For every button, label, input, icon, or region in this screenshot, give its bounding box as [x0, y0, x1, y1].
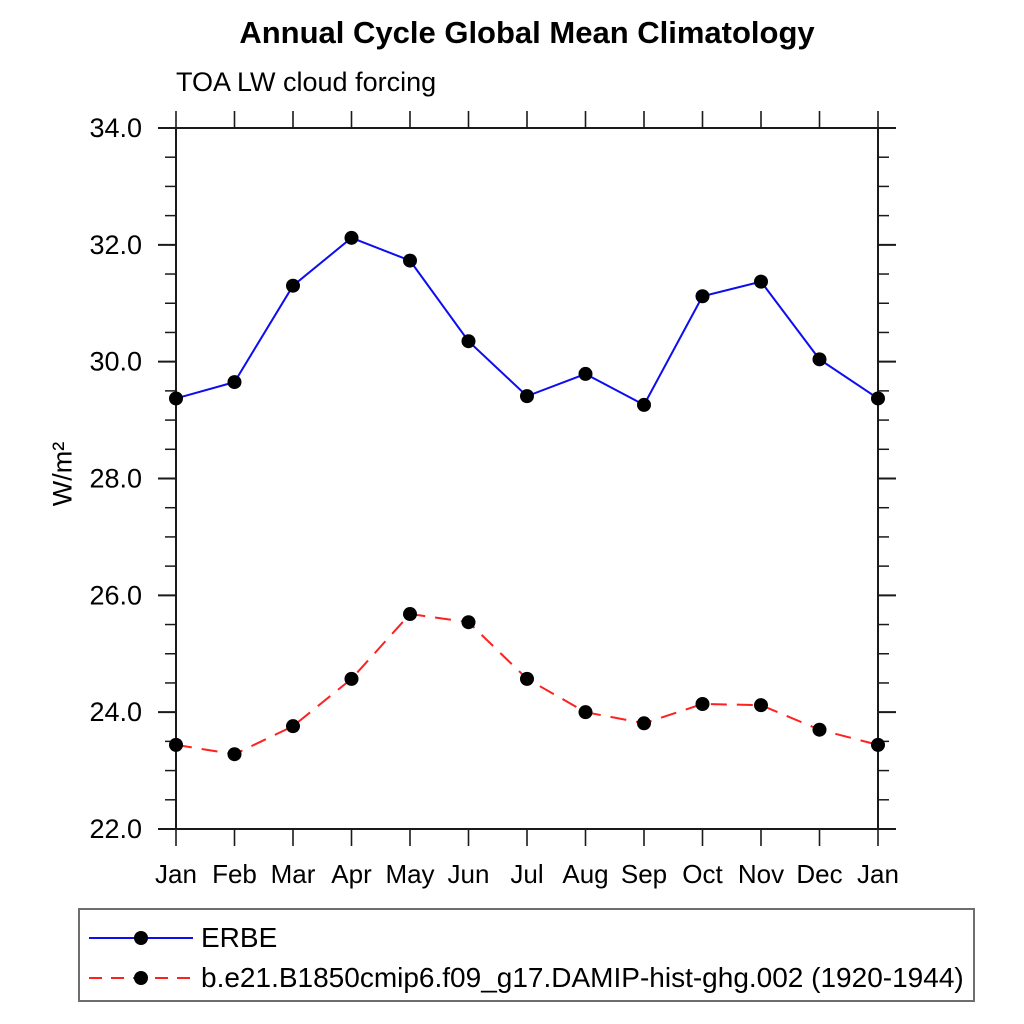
legend-label-model: b.e21.B1850cmip6.f09_g17.DAMIP-hist-ghg.… [201, 962, 964, 993]
svg-text:Jul: Jul [510, 859, 543, 889]
svg-text:Oct: Oct [682, 859, 723, 889]
chart-title: Annual Cycle Global Mean Climatology [239, 15, 815, 50]
svg-text:Nov: Nov [738, 859, 784, 889]
svg-text:32.0: 32.0 [89, 230, 142, 260]
svg-text:Aug: Aug [562, 859, 608, 889]
svg-text:Mar: Mar [271, 859, 316, 889]
svg-text:Jan: Jan [857, 859, 899, 889]
svg-text:28.0: 28.0 [89, 464, 142, 494]
svg-text:24.0: 24.0 [89, 697, 142, 727]
legend-label-erbe: ERBE [201, 922, 278, 953]
svg-text:Feb: Feb [212, 859, 257, 889]
legend-item-erbe: ERBE [80, 918, 973, 958]
svg-text:22.0: 22.0 [89, 814, 142, 844]
svg-text:Jun: Jun [448, 859, 490, 889]
svg-text:May: May [385, 859, 434, 889]
legend-line-marker-sample-erbe [89, 931, 193, 945]
svg-text:34.0: 34.0 [89, 113, 142, 143]
svg-text:26.0: 26.0 [89, 580, 142, 610]
legend: ERBE b.e21.B1850cmip6.f09_g17.DAMIP-hist… [78, 908, 975, 1002]
svg-text:Dec: Dec [796, 859, 842, 889]
svg-text:30.0: 30.0 [89, 347, 142, 377]
svg-text:Jan: Jan [155, 859, 197, 889]
svg-text:Sep: Sep [621, 859, 667, 889]
legend-item-model: b.e21.B1850cmip6.f09_g17.DAMIP-hist-ghg.… [80, 958, 973, 998]
svg-text:Apr: Apr [331, 859, 372, 889]
legend-line-marker-sample-model [89, 971, 193, 985]
chart-subtitle: TOA LW cloud forcing [176, 67, 437, 97]
